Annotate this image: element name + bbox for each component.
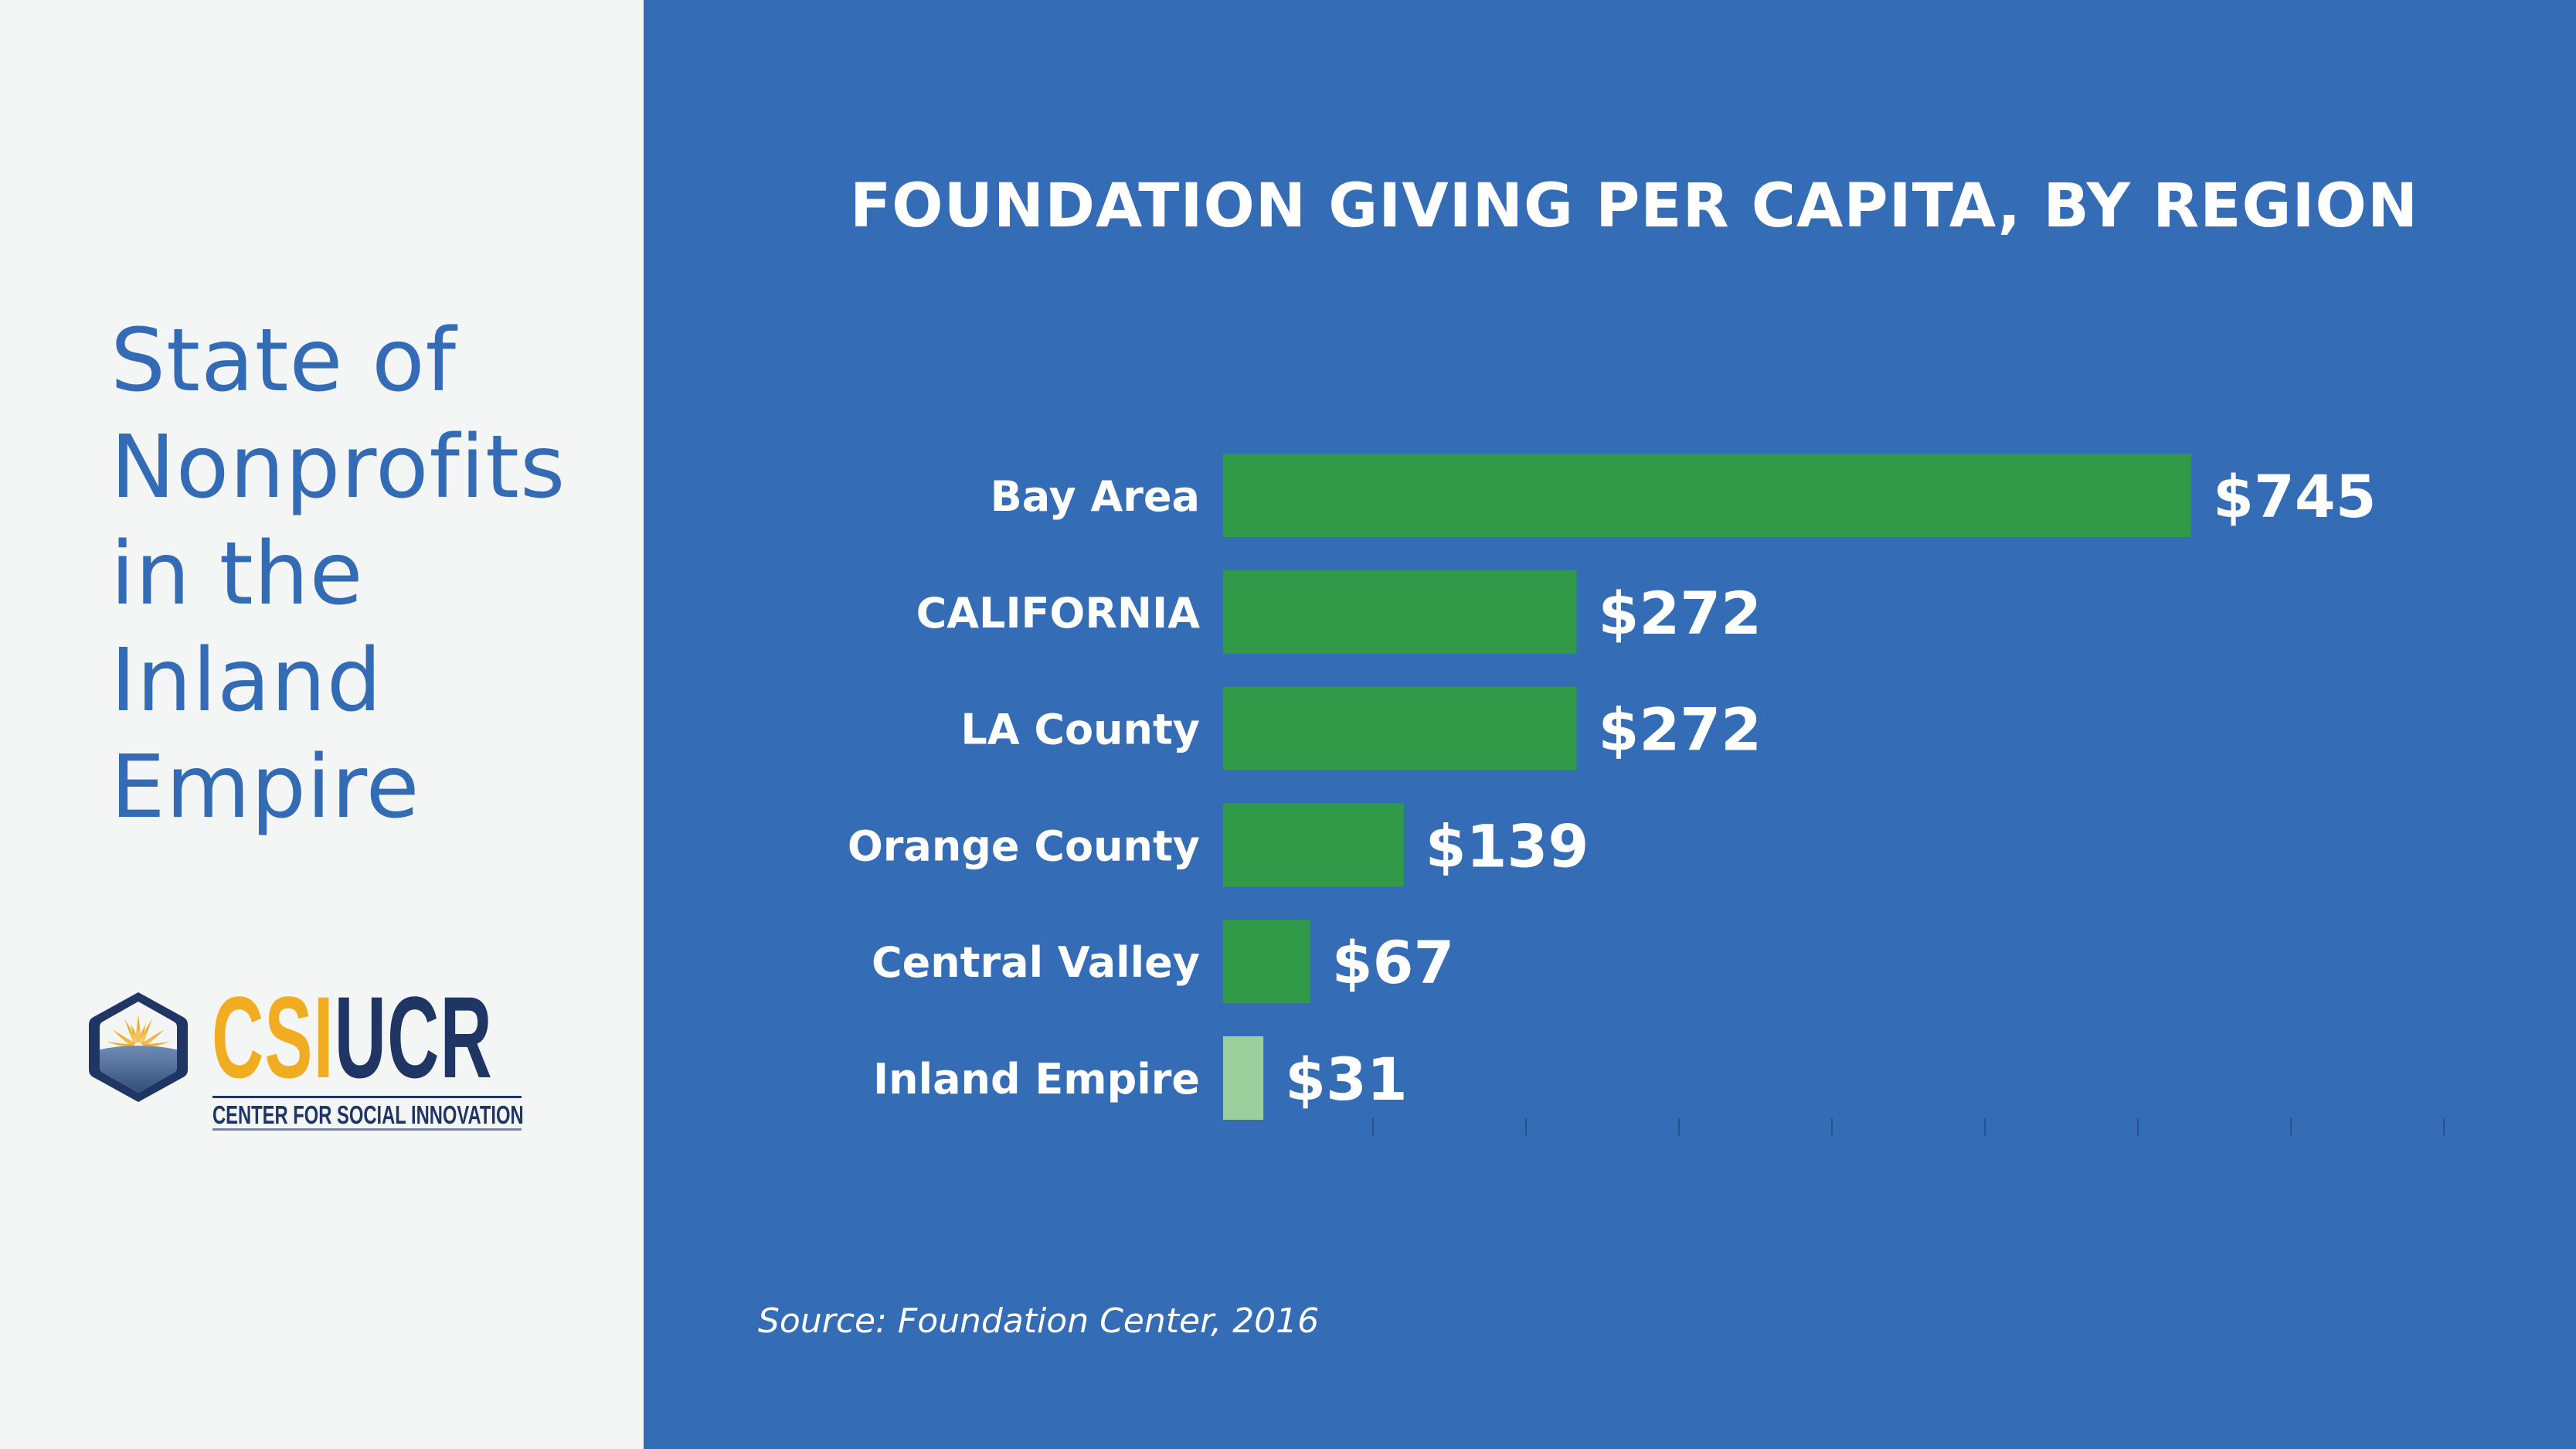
axis-ticks xyxy=(1372,1118,2445,1136)
source-note: Source: Foundation Center, 2016 xyxy=(758,1301,1320,1341)
side-title-line: Nonprofits xyxy=(110,417,566,518)
value-label: $272 xyxy=(1599,579,1762,648)
logo-ucr-text: UCR xyxy=(334,972,493,1102)
logo-divider-bottom xyxy=(212,1128,522,1131)
logo-csi-text: CSI xyxy=(212,972,335,1102)
side-title-line: State of xyxy=(110,311,457,411)
bar-inland-empire xyxy=(1223,1036,1264,1120)
bar-central-valley xyxy=(1223,920,1310,1004)
bar-orange-county xyxy=(1223,803,1404,887)
side-title: State of Nonprofits in the Inland Empire xyxy=(110,308,566,841)
category-label: Bay Area xyxy=(991,472,1200,521)
category-label: Central Valley xyxy=(872,938,1200,987)
value-label: $67 xyxy=(1332,928,1455,997)
category-label: Orange County xyxy=(848,821,1200,870)
hexagon-sunrise-icon xyxy=(89,992,188,1102)
bars xyxy=(1223,454,2192,1120)
bar-bay-area xyxy=(1223,454,2192,537)
logo-wordmark: CSIUCR xyxy=(212,979,493,1095)
value-label: $272 xyxy=(1599,696,1762,764)
csiucr-logo: CSIUCR CENTER FOR SOCIAL INNOVATION xyxy=(85,979,533,1134)
value-labels: $745$272$272$139$67$31 xyxy=(1285,462,2376,1114)
chart-title: FOUNDATION GIVING PER CAPITA, BY REGION xyxy=(850,172,2419,241)
logo-divider-top xyxy=(212,1096,522,1098)
value-label: $139 xyxy=(1426,811,1589,880)
category-label: CALIFORNIA xyxy=(916,589,1201,638)
category-label: LA County xyxy=(960,706,1200,754)
bar-california xyxy=(1223,570,1577,654)
category-labels: Bay Area CALIFORNIA LA County Orange County… xyxy=(848,472,1200,1104)
value-label: $745 xyxy=(2213,462,2377,531)
left-panel: State of Nonprofits in the Inland Empire xyxy=(0,0,644,1449)
category-label: Inland Empire xyxy=(873,1055,1200,1104)
logo-subtitle: CENTER FOR SOCIAL INNOVATION xyxy=(212,1100,524,1129)
bar-la-county xyxy=(1223,686,1577,770)
value-label: $31 xyxy=(1285,1045,1408,1114)
chart-panel xyxy=(644,0,2576,1449)
side-title-line: Empire xyxy=(110,737,420,838)
side-title-line: in the xyxy=(110,524,364,624)
side-title-line: Inland xyxy=(110,631,382,731)
